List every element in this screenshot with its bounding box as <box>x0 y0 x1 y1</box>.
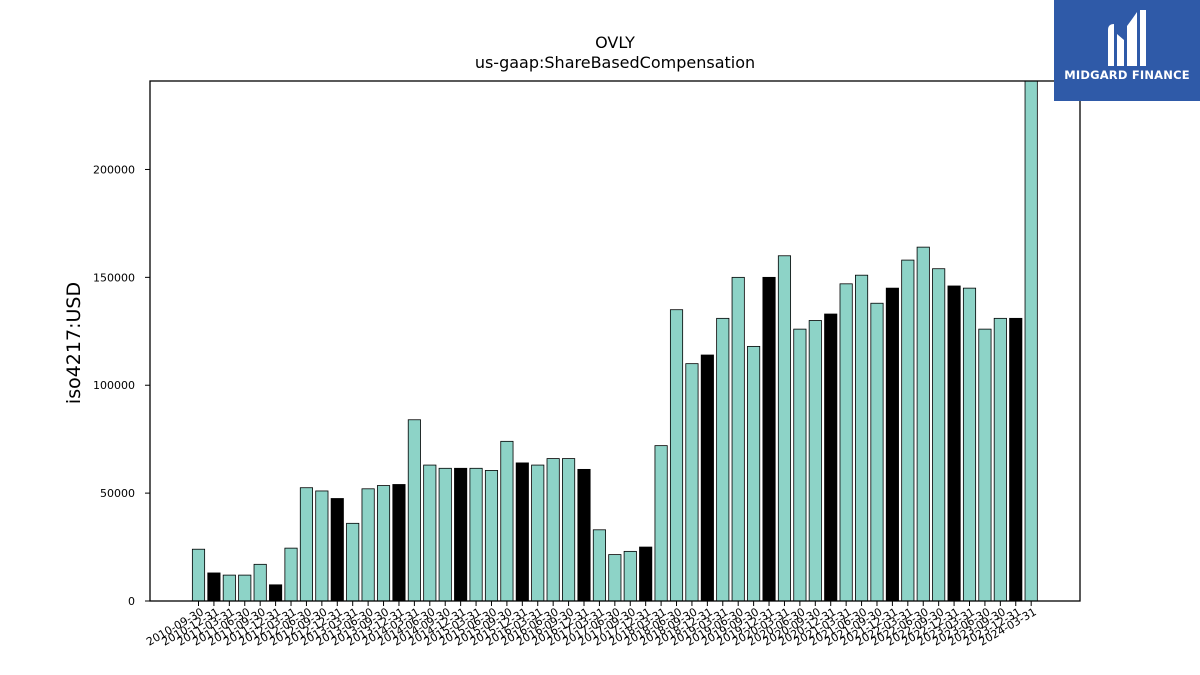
bar-2020-12-31 <box>824 313 838 602</box>
y-tick-label-200000: 200000 <box>93 163 135 176</box>
bar-2016-12-31 <box>577 468 591 602</box>
logo-mark-icon <box>1108 10 1146 66</box>
bar-2013-09-30 <box>376 485 391 602</box>
bar-2022-09-30 <box>932 268 946 602</box>
y-tick-label-100000: 100000 <box>93 379 135 392</box>
bar-2022-03-31 <box>901 259 915 602</box>
bar-2018-09-30 <box>685 363 699 602</box>
bar-2020-03-31 <box>777 255 792 602</box>
bar-2013-12-31 <box>392 484 406 602</box>
y-axis: 0 50000 100000 150000 200000 <box>93 163 150 608</box>
bar-2020-09-30 <box>808 320 822 602</box>
bar-2021-03-31 <box>839 283 853 602</box>
bar-2013-06-30 <box>361 488 375 602</box>
bar-2022-12-31 <box>947 285 961 602</box>
bar-2012-09-30 <box>315 490 329 602</box>
bar-2019-06-30 <box>731 276 745 602</box>
chart-title: OVLY <box>595 33 635 52</box>
bar-2011-03-31 <box>222 574 236 602</box>
y-tick-label-150000: 150000 <box>93 271 135 284</box>
bar-2020-06-30 <box>793 328 807 602</box>
bar-2011-12-31 <box>269 584 283 602</box>
bar-2016-03-31 <box>531 464 545 602</box>
bar-2013-03-31 <box>346 522 360 602</box>
bar-2018-03-31 <box>654 445 668 602</box>
bar-2012-03-31 <box>284 547 298 602</box>
logo-text: MIDGARD FINANCE <box>1064 68 1190 82</box>
bar-2019-03-31 <box>716 317 730 602</box>
bar-2021-06-30 <box>855 274 869 602</box>
bar-2010-12-31 <box>207 572 221 602</box>
bar-2021-12-31 <box>885 287 899 602</box>
bar-2023-03-31 <box>962 287 977 602</box>
bar-2014-06-30 <box>423 464 437 602</box>
bar-2018-12-31 <box>700 354 714 602</box>
bar-2015-06-30 <box>484 470 499 602</box>
bar-2015-03-31 <box>469 467 483 602</box>
bar-2014-09-30 <box>438 467 452 602</box>
y-tick-label-0: 0 <box>128 595 135 608</box>
bar-2023-12-31 <box>1009 317 1023 602</box>
bar-2015-09-30 <box>500 440 514 602</box>
bar-2023-09-30 <box>993 317 1007 602</box>
bar-2015-12-31 <box>515 462 529 602</box>
bar-2017-09-30 <box>623 550 637 602</box>
bar-2017-03-31 <box>592 529 606 602</box>
bar-2016-09-30 <box>562 458 576 602</box>
bar-2014-03-31 <box>407 419 421 602</box>
y-tick-label-50000: 50000 <box>100 487 135 500</box>
bar-2017-06-30 <box>608 554 622 602</box>
x-axis: 2010-09-302010-12-312011-03-312011-06-30… <box>144 601 1039 649</box>
bar-2010-09-30 <box>191 548 206 602</box>
chart-subtitle: us-gaap:ShareBasedCompensation <box>475 53 755 72</box>
y-axis-label: iso4217:USD <box>63 282 85 404</box>
plot-frame <box>149 80 1081 602</box>
bar-2012-12-31 <box>330 498 344 602</box>
bar-2024-03-31 <box>1024 80 1038 602</box>
bar-2014-12-31 <box>454 467 468 602</box>
bar-2019-12-31 <box>762 276 776 602</box>
bars-group <box>191 80 1038 602</box>
bar-2018-06-30 <box>669 309 684 602</box>
bar-2017-12-31 <box>639 546 653 602</box>
bar-2011-06-30 <box>238 574 252 602</box>
bar-2022-06-30 <box>916 246 930 602</box>
bar-2019-09-30 <box>747 345 761 602</box>
bar-2021-09-30 <box>870 302 884 602</box>
midgard-finance-logo: MIDGARD FINANCE <box>1054 0 1200 101</box>
bar-2023-06-30 <box>978 328 992 602</box>
bar-2012-06-30 <box>299 487 313 602</box>
bar-2016-06-30 <box>546 458 560 602</box>
bar-2011-09-30 <box>253 563 267 602</box>
